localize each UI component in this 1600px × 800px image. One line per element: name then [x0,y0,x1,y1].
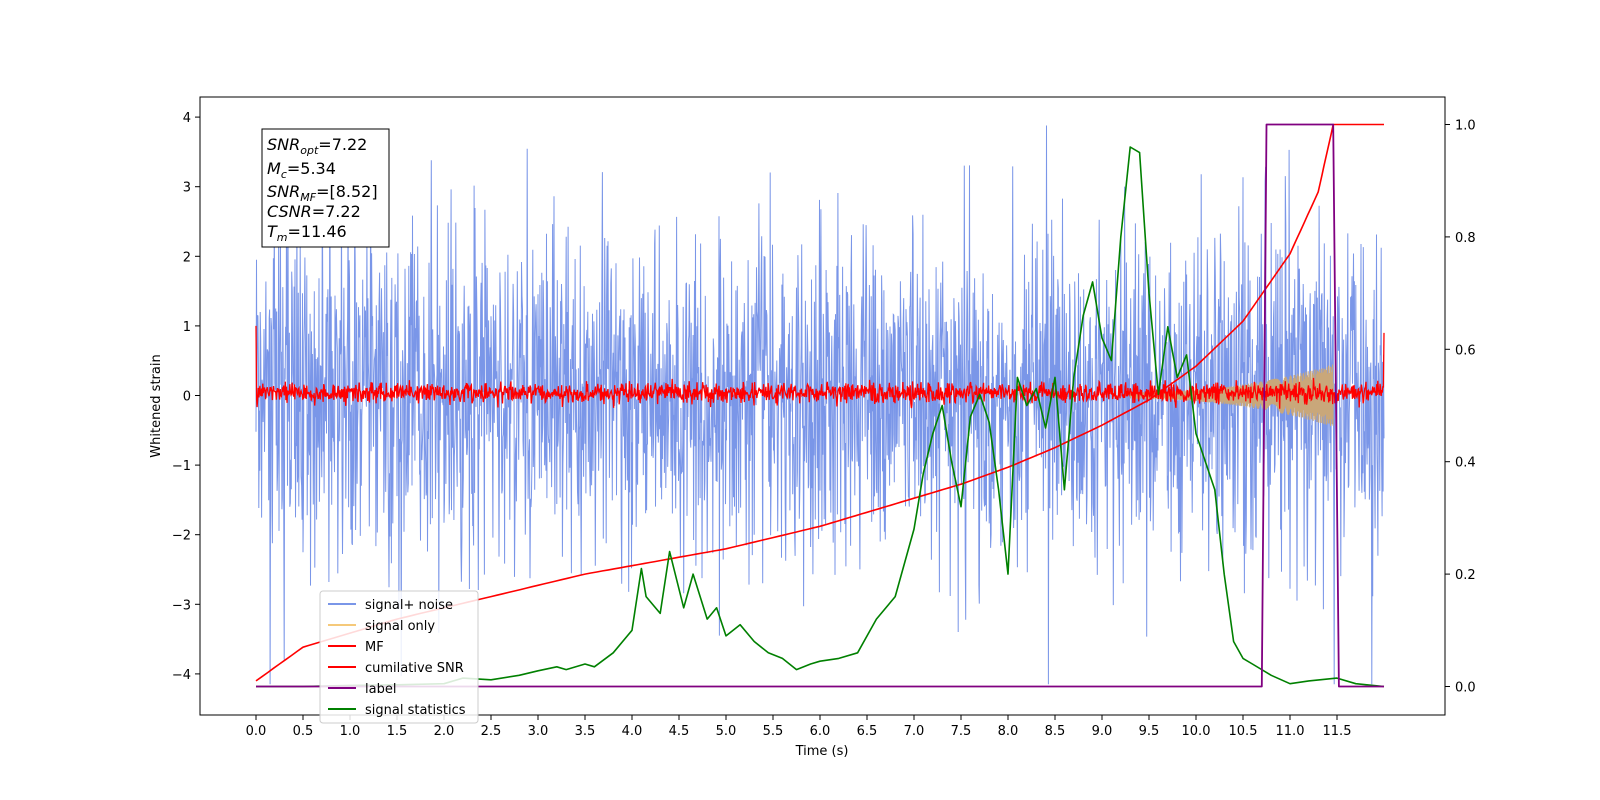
y-left-tick-label: 3 [183,181,191,196]
info-snr-mf: SNRMF=[8.52] [267,182,378,204]
y-left-tick-label: 4 [183,111,191,126]
x-tick-label: 0.5 [293,724,314,739]
x-tick-label: 8.0 [998,724,1019,739]
legend: signal+ noise signal only MF cumilative SNR… [319,590,479,724]
series-signal-noise-line [255,125,1385,685]
y-right-tick-label: 0.8 [1455,231,1476,246]
x-tick-label: 6.0 [810,724,831,739]
series-mf-line [255,325,1385,409]
y-right-tick-label: 0.6 [1455,343,1476,358]
y-axis-left: 4 3 2 1 0 −1 −2 −3 −4 [172,111,200,683]
legend-entry-label: MF [365,640,384,655]
info-csnr: CSNR=7.22 [267,202,361,221]
legend-entry-label: signal statistics [365,703,466,718]
x-axis-title: Time (s) [795,744,849,759]
y-right-tick-label: 1.0 [1455,119,1476,134]
y-right-tick-label: 0.0 [1455,681,1476,696]
y-right-tick-label: 0.4 [1455,456,1476,471]
x-tick-label: 6.5 [857,724,878,739]
x-tick-label: 9.0 [1092,724,1113,739]
x-axis: 0.0 0.5 1.0 1.5 2.0 2.5 3.0 3.5 4.0 4.5 5.0 5.5 6.0 6… [246,715,1352,739]
info-box: SNRopt=7.22 Mc=5.34 SNRMF=[8.52] CSNR=7.… [261,128,390,248]
x-tick-label: 10.5 [1229,724,1258,739]
x-tick-label: 4.5 [669,724,690,739]
x-tick-label: 11.0 [1276,724,1305,739]
legend-entry-label: label [365,682,396,697]
x-tick-label: 7.5 [951,724,972,739]
x-tick-label: 11.5 [1323,724,1352,739]
legend-entry-label: cumilative SNR [365,661,464,676]
x-tick-label: 1.5 [387,724,408,739]
y-axis-right: 1.0 0.8 0.6 0.4 0.2 0.0 [1445,119,1476,696]
y-left-tick-label: 0 [183,390,191,405]
series-signal-statistics-line [256,146,1385,688]
x-tick-label: 10.0 [1182,724,1211,739]
legend-entry-label: signal+ noise [365,598,453,613]
y-left-tick-label: −4 [172,668,191,683]
info-snr-opt: SNRopt=7.22 [267,135,367,157]
x-tick-label: 2.0 [434,724,455,739]
legend-entry-label: signal only [365,619,435,634]
y-right-tick-label: 0.2 [1455,568,1476,583]
y-left-tick-label: 2 [183,250,191,265]
x-tick-label: 3.0 [528,724,549,739]
series-label-line [256,123,1384,688]
y-left-tick-label: −2 [172,529,191,544]
x-tick-label: 2.5 [481,724,502,739]
info-box-frame [261,128,390,248]
y-left-tick-label: 1 [183,320,191,335]
x-tick-label: 7.0 [904,724,925,739]
info-tm: Tm=11.46 [267,222,347,244]
plot-frame [199,96,1446,716]
x-tick-label: 9.5 [1139,724,1160,739]
x-tick-label: 8.5 [1045,724,1066,739]
y-axis-title: Whitened strain [149,354,164,457]
x-tick-label: 5.0 [716,724,737,739]
info-mc: Mc=5.34 [267,159,336,181]
y-left-tick-label: −1 [172,459,191,474]
x-tick-label: 0.0 [246,724,267,739]
x-tick-label: 5.5 [763,724,784,739]
y-left-tick-label: −3 [172,598,191,613]
x-tick-label: 4.0 [622,724,643,739]
x-tick-label: 1.0 [340,724,361,739]
legend-frame [319,590,479,724]
x-tick-label: 3.5 [575,724,596,739]
